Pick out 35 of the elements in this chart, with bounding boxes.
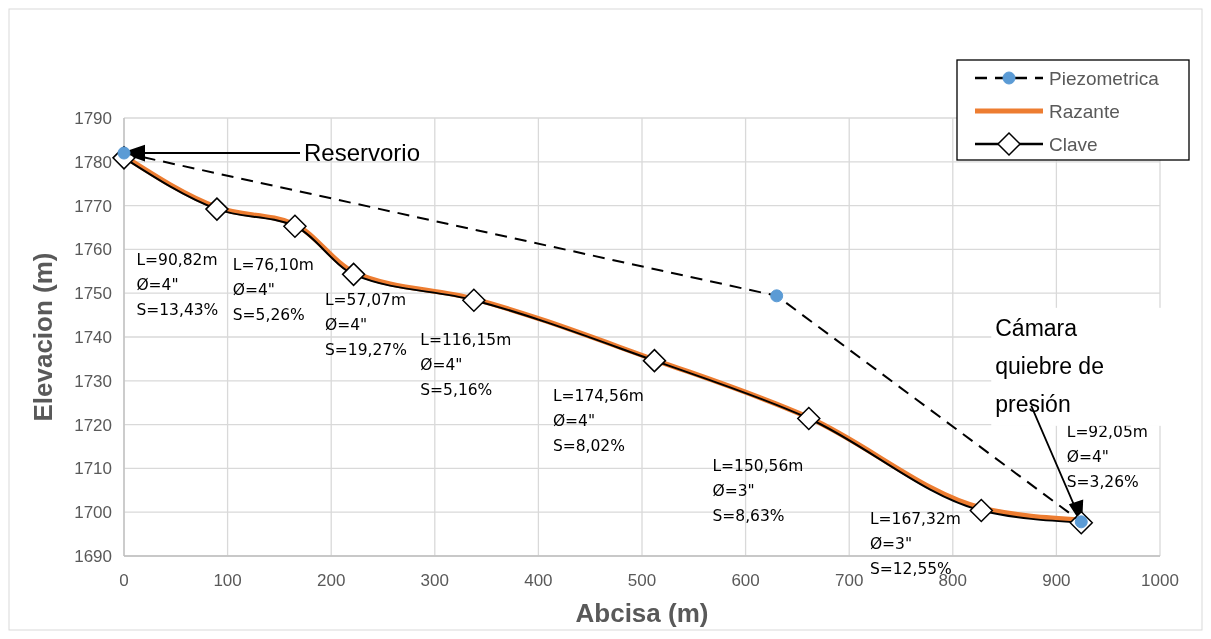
y-tick-label: 1720 <box>74 415 112 435</box>
x-tick-label: 900 <box>1042 571 1071 590</box>
x-tick-label: 100 <box>213 571 242 590</box>
y-tick-label: 1760 <box>74 240 112 260</box>
x-tick-label: 300 <box>420 571 449 590</box>
x-axis-title: Abcisa (m) <box>575 598 709 628</box>
x-tick-label: 700 <box>835 571 864 590</box>
legend-label: Clave <box>1049 134 1098 155</box>
annotation: L=76,10m Ø=4" S=5,26% <box>232 256 314 325</box>
y-tick-label: 1750 <box>74 284 112 304</box>
y-tick-label: 1690 <box>74 547 112 566</box>
y-tick-label: 1780 <box>74 152 112 172</box>
annotation: Cámara quiebre de presión <box>995 314 1104 417</box>
y-tick-label: 1700 <box>74 503 112 523</box>
annotation: L=92,05m Ø=4" S=3,26% <box>1066 423 1148 492</box>
x-tick-label: 1000 <box>1141 571 1179 590</box>
legend-label: Piezometrica <box>1049 68 1160 89</box>
y-tick-label: 1730 <box>74 371 112 391</box>
x-tick-label: 0 <box>119 571 129 590</box>
x-tick-label: 200 <box>317 571 346 590</box>
annotation: L=90,82m Ø=4" S=13,43% <box>136 251 219 320</box>
y-tick-label: 1710 <box>74 459 112 479</box>
x-tick-label: 400 <box>524 571 553 590</box>
annotation: L=116,15m Ø=4" S=5,16% <box>420 331 512 400</box>
y-axis-title: Elevacion (m) <box>28 252 58 422</box>
annotation: L=174,56m Ø=4" S=8,02% <box>552 387 644 456</box>
legend-label: Razante <box>1049 101 1120 122</box>
annotation: L=150,56m Ø=3" S=8,63% <box>712 457 804 526</box>
x-tick-label: 500 <box>627 571 657 590</box>
annotation: L=57,07m Ø=4" S=19,27% <box>324 291 407 360</box>
y-tick-label: 1770 <box>74 196 112 216</box>
x-tick-label: 600 <box>731 571 760 590</box>
y-tick-label: 1740 <box>74 328 112 347</box>
y-tick-label: 1790 <box>74 109 112 128</box>
annotation: Reservorio <box>304 139 421 167</box>
